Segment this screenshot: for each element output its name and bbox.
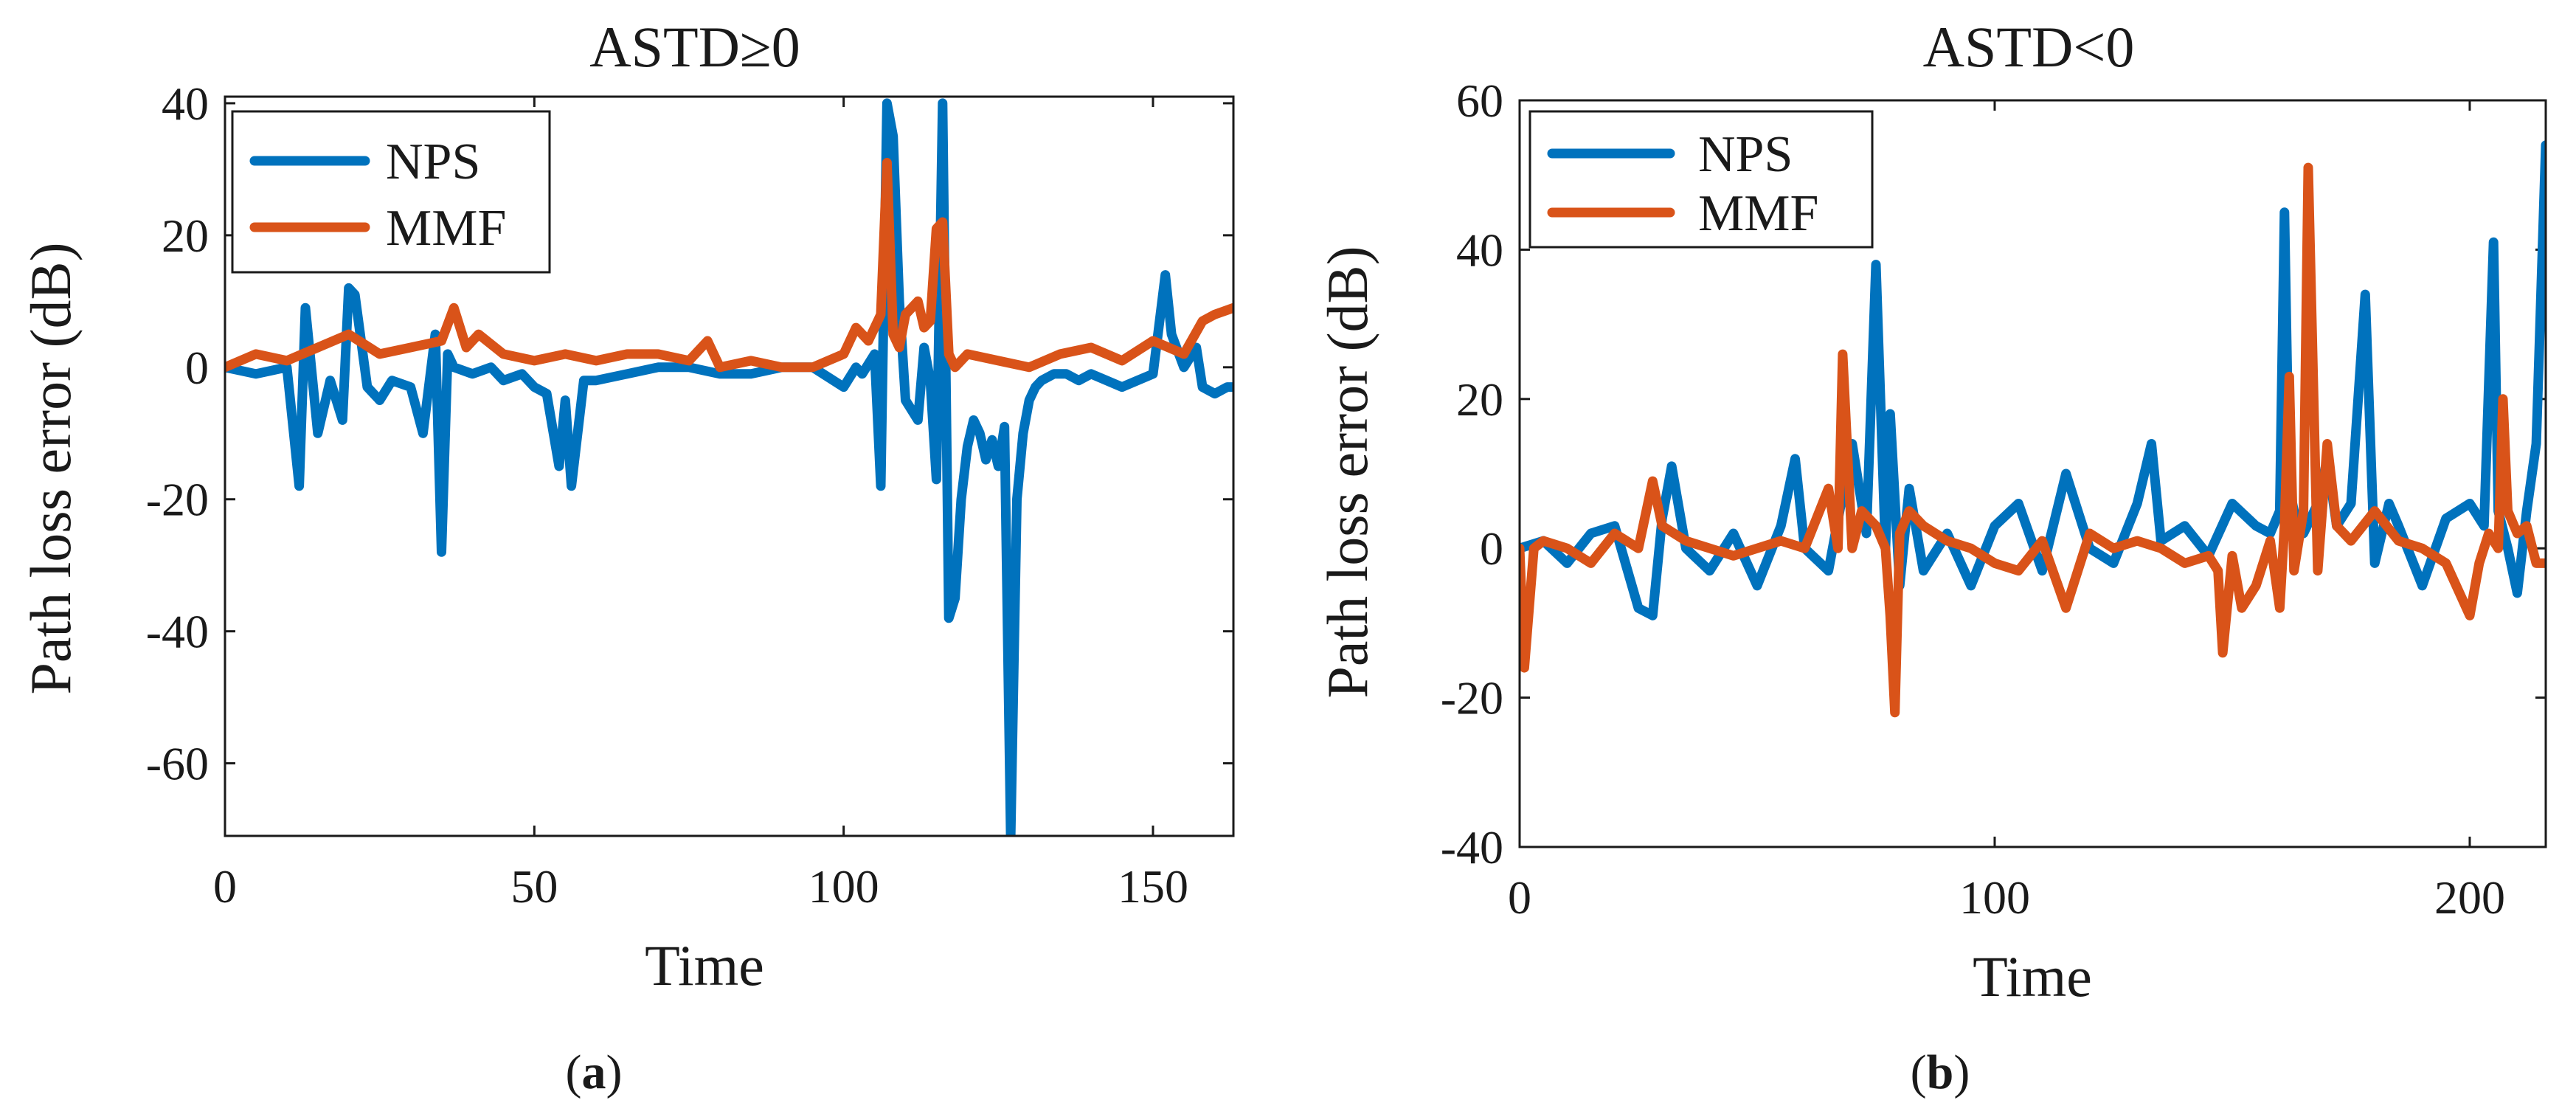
y-tick-label-b: -20: [1441, 672, 1503, 725]
y-ticks-b: -40 -20 0 20 40 60: [1441, 75, 2546, 874]
y-tick-label-b: 60: [1456, 75, 1503, 127]
y-tick-label-b: 40: [1456, 224, 1503, 276]
legend-label-nps-a: NPS: [386, 134, 480, 190]
series-lines-b: [1520, 140, 2546, 718]
chart-panel-b: ASTD<0 Path loss error (dB) -40 -20 0 20 40 6…: [1315, 15, 2547, 1099]
x-tick-label-a: 100: [809, 860, 879, 913]
series-lines-a: [225, 98, 1233, 836]
y-tick-label-a: -60: [146, 738, 209, 790]
y-tick-label-a: -20: [146, 474, 209, 526]
x-tick-label-a: 50: [510, 860, 558, 913]
chart-panel-a: ASTD≥0 Path loss error (dB) -60 -40 -20 0 20…: [18, 15, 1235, 1099]
x-tick-label-a: 150: [1118, 860, 1188, 913]
y-tick-label-a: -40: [146, 606, 209, 658]
x-tick-label-a: 0: [213, 860, 237, 913]
y-ticks-a: -60 -40 -20 0 20 40: [146, 77, 1233, 790]
x-ticks-a: 0 50 100 150: [213, 97, 1188, 913]
panel-letter-a: a: [582, 1045, 606, 1099]
x-axis-label-a: Time: [645, 933, 764, 997]
y-tick-label-a: 20: [162, 210, 209, 262]
x-tick-label-b: 200: [2434, 871, 2505, 924]
y-tick-label-b: -40: [1441, 821, 1503, 874]
y-tick-label-a: 0: [185, 342, 209, 394]
y-axis-label-a: Path loss error (dB): [18, 242, 83, 694]
legend-label-mmf-a: MMF: [386, 200, 506, 257]
legend-box-a: [231, 110, 551, 274]
plot-frame-a: [224, 95, 1235, 837]
x-ticks-b: 0 100 200: [1508, 100, 2505, 924]
x-tick-label-b: 0: [1508, 871, 1531, 924]
panel-letter-b: b: [1927, 1045, 1954, 1099]
legend-label-nps-b: NPS: [1698, 126, 1793, 183]
panel-caption-b: (b): [1911, 1045, 1970, 1099]
plot-frame-b: [1518, 99, 2547, 848]
y-tick-label-b: 20: [1456, 373, 1503, 426]
y-axis-label-b: Path loss error (dB): [1315, 246, 1379, 698]
series-line-mmf-b: [1520, 162, 2546, 718]
legend-b: NPS MMF: [1528, 110, 1874, 249]
legend-box-b: [1528, 110, 1874, 249]
series-line-nps-a: [225, 98, 1233, 836]
y-tick-label-a: 40: [162, 77, 209, 130]
panel-caption-a: (a): [566, 1045, 623, 1099]
series-line-mmf-a: [225, 158, 1233, 373]
x-axis-label-b: Time: [1973, 944, 2092, 1009]
x-tick-label-b: 100: [1959, 871, 2030, 924]
chart-title-b: ASTD<0: [1923, 15, 2135, 79]
legend-label-mmf-b: MMF: [1698, 185, 1818, 242]
legend-a: NPS MMF: [231, 110, 551, 274]
y-tick-label-b: 0: [1480, 522, 1503, 575]
chart-title-a: ASTD≥0: [589, 15, 800, 79]
